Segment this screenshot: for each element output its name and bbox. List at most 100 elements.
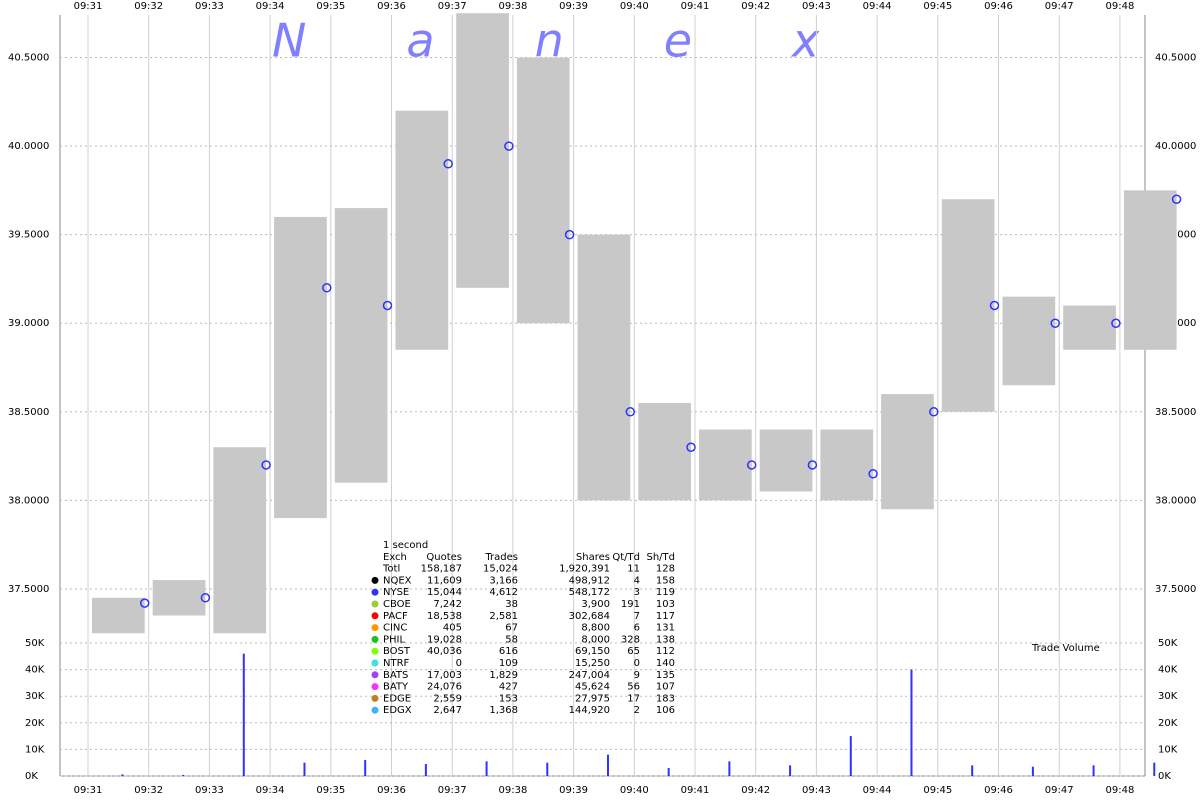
x-tick-label: 09:31 — [74, 785, 103, 796]
x-tick-label: 09:40 — [620, 785, 649, 796]
price-range — [881, 394, 934, 510]
price-range — [516, 57, 570, 324]
volume-bar — [364, 760, 367, 776]
legend-marker — [371, 647, 379, 655]
legend-cell: 158 — [656, 575, 675, 586]
legend-header: Shares — [576, 552, 610, 563]
y-tick-label: 39.0000 — [8, 318, 49, 329]
x-tick-label: 09:36 — [377, 1, 406, 12]
volume-bar — [546, 762, 549, 776]
y-tick-label: 40K — [25, 665, 45, 676]
legend-cell: 2,581 — [489, 611, 518, 622]
y-tick-label: 0K — [25, 771, 38, 782]
y-tick-label: 38.5000 — [1155, 407, 1196, 418]
legend-marker — [371, 706, 379, 714]
volume-bar — [667, 768, 670, 776]
y-tick-label: 10K — [1158, 744, 1178, 755]
legend-cell: EDGX — [383, 705, 412, 716]
y-tick-label: 40.5000 — [8, 53, 49, 64]
volume-bar — [789, 765, 792, 776]
legend-cell: 24,076 — [427, 682, 462, 693]
price-range — [577, 234, 631, 501]
last-price — [200, 593, 211, 603]
price-range — [213, 447, 267, 634]
legend-cell: 58 — [505, 634, 518, 645]
x-tick-label: 09:31 — [74, 1, 103, 12]
volume-bar — [1153, 762, 1156, 776]
last-price — [625, 407, 636, 417]
x-tick-label: 09:39 — [559, 1, 588, 12]
y-tick-label: 10K — [25, 744, 45, 755]
price-range — [759, 429, 813, 492]
volume-bar — [910, 669, 913, 776]
legend-cell: 11 — [627, 564, 640, 575]
legend-cell: 405 — [443, 623, 462, 634]
legend-cell: 3 — [634, 587, 640, 598]
last-price — [564, 229, 575, 240]
price-range — [92, 597, 145, 634]
x-tick-label: 09:46 — [984, 1, 1013, 12]
legend-header: Exch — [383, 552, 407, 563]
volume-bar — [303, 762, 306, 776]
last-price — [807, 460, 818, 470]
price-range — [638, 402, 691, 501]
x-tick-label: 09:48 — [1105, 785, 1134, 796]
legend-cell: 2,647 — [433, 705, 462, 716]
legend-cell: 144,920 — [569, 705, 610, 716]
legend-cell: PACF — [383, 611, 408, 622]
legend-cell: NQEX — [383, 575, 412, 586]
legend-cell: 69,150 — [575, 646, 610, 657]
legend-cell: 131 — [656, 623, 675, 634]
legend-cell: 498,912 — [569, 575, 610, 586]
legend-marker — [371, 671, 379, 679]
legend-cell: BATY — [383, 682, 409, 693]
watermark: Nanex — [272, 14, 919, 68]
y-tick-label: 20K — [25, 718, 45, 729]
legend-cell: 135 — [656, 670, 675, 681]
x-tick-label: 09:34 — [256, 1, 285, 12]
x-tick-label: 09:41 — [681, 785, 710, 796]
volume-bar — [728, 761, 731, 776]
y-tick-label: 0K — [1158, 771, 1171, 782]
legend-cell: 27,975 — [575, 693, 610, 704]
volume-bar — [971, 765, 974, 776]
x-tick-label: 09:34 — [256, 785, 285, 796]
legend-cell: 158,187 — [421, 564, 462, 575]
legend-cell: 140 — [656, 658, 675, 669]
last-price — [261, 460, 271, 470]
legend-cell: 18,538 — [427, 611, 462, 622]
y-tick-label: 38.0000 — [1155, 495, 1196, 506]
legend-cell: BOST — [383, 646, 411, 657]
last-price — [746, 460, 757, 470]
last-price — [868, 469, 878, 479]
price-range — [395, 110, 449, 350]
volume-bar — [182, 774, 185, 776]
legend-cell: 15,024 — [483, 564, 518, 575]
legend-cell: CBOE — [383, 599, 411, 610]
y-tick-label: 20K — [1158, 718, 1178, 729]
legend-cell: 4 — [634, 575, 640, 586]
price-range — [1002, 296, 1056, 386]
legend-cell: 153 — [499, 693, 518, 704]
legend-cell: 0 — [456, 658, 462, 669]
y-tick-label: 38.0000 — [8, 495, 49, 506]
legend-cell: PHIL — [383, 634, 405, 645]
legend-cell: 38 — [505, 599, 518, 610]
legend-interval: 1 second — [383, 540, 428, 551]
legend-cell: 9 — [634, 670, 640, 681]
volume-bar — [1092, 765, 1095, 776]
legend-cell: Totl — [382, 564, 400, 575]
x-tick-label: 09:41 — [681, 1, 710, 12]
x-tick-label: 09:47 — [1045, 785, 1074, 796]
y-tick-label: 38.5000 — [8, 407, 49, 418]
legend-cell: 183 — [656, 693, 675, 704]
price-range — [152, 580, 206, 616]
y-tick-label: 40.0000 — [1155, 141, 1196, 152]
legend-cell: 128 — [656, 564, 675, 575]
legend-cell: 548,172 — [569, 587, 610, 598]
legend-cell: 2 — [634, 705, 640, 716]
volume-bar — [849, 736, 852, 776]
legend-cell: 11,609 — [427, 575, 462, 586]
legend-cell: 1,920,391 — [559, 564, 610, 575]
volume-bar — [242, 653, 245, 776]
